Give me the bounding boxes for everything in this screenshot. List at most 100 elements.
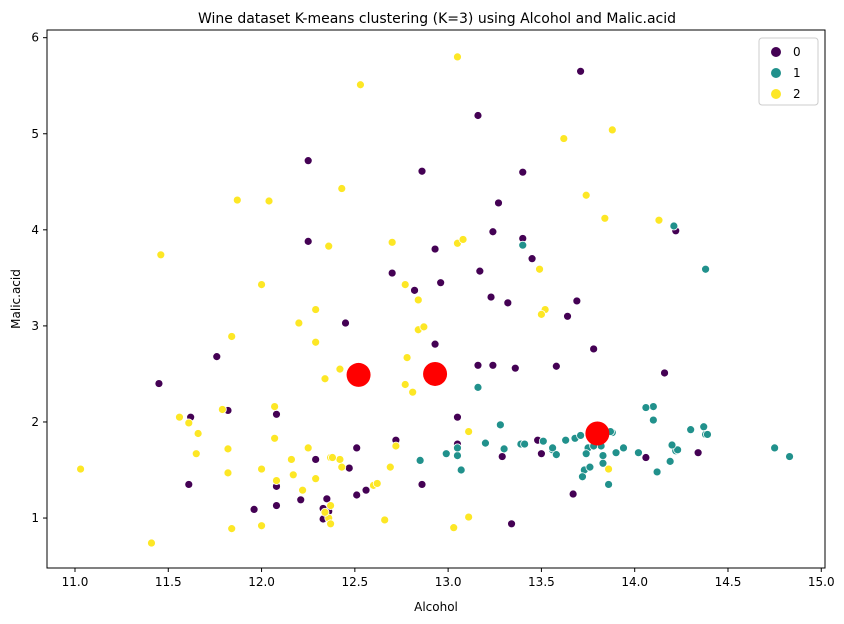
scatter-point-cluster-0: [272, 409, 281, 419]
y-tick-label: 5: [31, 127, 39, 141]
scatter-point-cluster-2: [257, 464, 266, 474]
scatter-point-cluster-2: [257, 280, 266, 289]
scatter-point-cluster-0: [352, 443, 362, 453]
scatter-point-cluster-1: [641, 403, 651, 412]
scatter-point-cluster-0: [417, 480, 427, 489]
y-tick-label: 6: [31, 31, 39, 45]
scatter-point-cluster-0: [488, 227, 498, 237]
scatter-point-cluster-0: [527, 254, 537, 264]
scatter-point-cluster-0: [563, 311, 572, 321]
legend-label-2: 2: [793, 87, 801, 101]
legend-box: [758, 37, 819, 106]
scatter-point-cluster-2: [402, 353, 412, 363]
scatter-point-cluster-2: [264, 196, 274, 206]
scatter-point-cluster-2: [337, 184, 347, 193]
scatter-point-cluster-0: [212, 352, 222, 362]
scatter-point-cluster-2: [535, 264, 544, 274]
scatter-point-cluster-2: [581, 190, 591, 200]
scatter-point-cluster-2: [193, 429, 203, 438]
scatter-point-cluster-1: [648, 402, 658, 412]
scatter-point-cluster-0: [660, 368, 669, 378]
scatter-point-cluster-1: [481, 438, 490, 448]
scatter-point-cluster-0: [436, 278, 446, 288]
scatter-point-cluster-2: [356, 80, 365, 90]
scatter-point-cluster-2: [76, 464, 85, 474]
scatter-point-cluster-2: [232, 195, 242, 205]
scatter-point-cluster-1: [581, 449, 591, 459]
scatter-point-cluster-2: [413, 295, 423, 305]
scatter-point-cluster-1: [770, 443, 780, 453]
scatter-point-cluster-0: [475, 266, 485, 276]
scatter-point-cluster-0: [430, 339, 440, 349]
scatter-point-cluster-2: [400, 380, 410, 389]
scatter-point-cluster-1: [456, 465, 466, 475]
scatter-point-cluster-0: [322, 494, 332, 504]
scatter-point-cluster-0: [430, 244, 440, 254]
centroid-marker: [585, 421, 610, 446]
scatter-point-cluster-1: [699, 422, 709, 432]
legend-marker-0: [771, 47, 781, 57]
scatter-point-cluster-2: [337, 462, 347, 472]
scatter-point-cluster-0: [510, 363, 520, 373]
x-tick-label: 13.5: [528, 575, 555, 589]
scatter-point-cluster-2: [311, 474, 321, 484]
y-tick-label: 3: [31, 319, 39, 333]
scatter-point-cluster-0: [473, 360, 483, 370]
scatter-point-cluster-0: [417, 166, 427, 176]
scatter-point-cluster-2: [311, 305, 321, 314]
centroid-marker: [423, 361, 448, 386]
scatter-point-cluster-2: [372, 479, 382, 488]
scatter-point-cluster-2: [385, 462, 395, 472]
scatter-point-cluster-2: [326, 519, 335, 529]
y-axis-ticks: 1 2 3 4 5 6: [31, 31, 47, 525]
scatter-point-cluster-2: [380, 515, 390, 525]
scatter-point-cluster-2: [287, 455, 296, 464]
scatter-point-cluster-1: [578, 472, 587, 482]
scatter-point-cluster-2: [607, 125, 617, 135]
scatter-point-cluster-2: [288, 470, 298, 480]
scatter-point-cluster-1: [551, 450, 561, 460]
scatter-point-cluster-0: [537, 449, 546, 459]
scatter-point-cluster-2: [449, 523, 459, 533]
scatter-point-cluster-1: [619, 443, 628, 453]
scatter-point-cluster-2: [303, 443, 313, 453]
scatter-point-cluster-0: [551, 361, 561, 371]
scatter-point-cluster-1: [495, 420, 505, 430]
scatter-point-cluster-0: [341, 318, 350, 328]
scatter-point-cluster-2: [559, 134, 569, 143]
scatter-point-cluster-2: [537, 309, 546, 319]
scatter-point-cluster-2: [270, 433, 280, 443]
scatter-point-cluster-0: [184, 480, 194, 489]
y-tick-label: 1: [31, 511, 39, 525]
scatter-point-cluster-1: [701, 264, 710, 274]
scatter-point-cluster-0: [296, 495, 306, 505]
scatter-point-cluster-1: [604, 480, 613, 489]
scatter-point-cluster-1: [611, 448, 621, 458]
scatter-point-cluster-2: [419, 322, 429, 332]
scatter-point-cluster-0: [410, 285, 419, 295]
scatter-point-cluster-0: [488, 360, 498, 370]
scatter-point-cluster-1: [669, 221, 679, 231]
scatter-point-cluster-0: [272, 501, 281, 510]
scatter-point-cluster-1: [665, 456, 675, 466]
scatter-point-cluster-2: [335, 455, 345, 464]
legend: 0 1 2: [758, 37, 819, 106]
scatter-point-cluster-2: [294, 318, 304, 328]
y-axis-title: Malic.acid: [9, 269, 23, 329]
scatter-point-cluster-1: [667, 440, 677, 450]
legend-marker-2: [771, 89, 781, 99]
points-layer: [76, 52, 794, 548]
scatter-point-cluster-2: [270, 402, 280, 412]
scatter-point-cluster-1: [473, 382, 483, 392]
scatter-point-cluster-2: [326, 501, 335, 510]
scatter-point-cluster-1: [598, 451, 608, 461]
scatter-point-cluster-2: [464, 427, 474, 436]
x-tick-label: 12.5: [341, 575, 368, 589]
scatter-point-cluster-2: [387, 237, 397, 247]
scatter-point-cluster-0: [641, 453, 651, 462]
legend-marker-1: [771, 68, 781, 78]
scatter-point-cluster-1: [538, 436, 548, 446]
scatter-point-cluster-1: [548, 443, 558, 453]
